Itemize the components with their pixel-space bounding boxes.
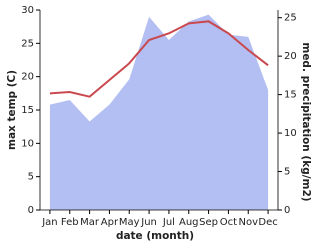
y-tick-label: 0: [28, 205, 34, 216]
y2-tick-label: 20: [284, 51, 297, 62]
y2-tick-label: 25: [284, 13, 297, 24]
x-tick-label: Feb: [61, 217, 79, 228]
x-tick-label: Aug: [179, 217, 199, 228]
x-axis-label: date (month): [116, 230, 194, 242]
y2-tick-label: 10: [284, 128, 297, 139]
x-tick-label: Mar: [80, 217, 100, 228]
x-tick-label: Sep: [199, 217, 218, 228]
y-tick-label: 15: [21, 105, 34, 116]
x-tick-label: Nov: [238, 217, 258, 228]
y-tick-label: 5: [28, 172, 34, 183]
x-tick-label: Jun: [140, 217, 157, 228]
y-tick-label: 30: [21, 5, 34, 16]
y2-tick-label: 15: [284, 90, 297, 101]
x-tick-label: Oct: [220, 217, 237, 228]
chart: date (month) max temp (C) med. precipita…: [6, 5, 312, 242]
x-tick-label: May: [119, 217, 140, 228]
y-tick-label: 10: [21, 138, 34, 149]
y2-axis-label: med. precipitation (kg/m2): [300, 42, 312, 201]
y2-tick-label: 5: [284, 167, 290, 178]
x-tick-label: Dec: [258, 217, 277, 228]
y-axis-label: max temp (C): [6, 70, 18, 150]
x-tick-label: Apr: [101, 217, 119, 228]
y-tick-label: 20: [21, 72, 34, 83]
y2-tick-label: 0: [284, 205, 290, 216]
x-tick-label: Jul: [162, 217, 175, 228]
line: [49, 20, 269, 98]
x-tick-label: Jan: [41, 217, 57, 228]
y-tick-label: 25: [21, 38, 34, 49]
area: [49, 14, 269, 210]
